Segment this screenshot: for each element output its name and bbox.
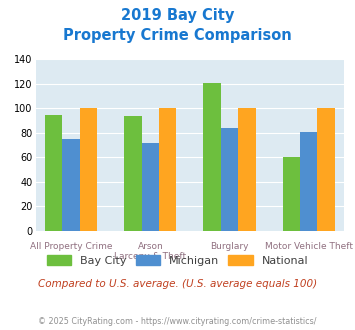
Bar bbox=[80, 109, 97, 231]
Text: Property Crime Comparison: Property Crime Comparison bbox=[63, 28, 292, 43]
Bar bbox=[238, 109, 256, 231]
Text: Larceny & Theft: Larceny & Theft bbox=[114, 252, 186, 261]
Bar bbox=[159, 109, 176, 231]
Legend: Bay City, Michigan, National: Bay City, Michigan, National bbox=[44, 251, 311, 269]
Bar bbox=[203, 83, 221, 231]
Text: © 2025 CityRating.com - https://www.cityrating.com/crime-statistics/: © 2025 CityRating.com - https://www.city… bbox=[38, 317, 317, 326]
Bar bbox=[62, 139, 80, 231]
Text: Burglary: Burglary bbox=[210, 242, 249, 251]
Bar bbox=[300, 132, 317, 231]
Text: Motor Vehicle Theft: Motor Vehicle Theft bbox=[265, 242, 353, 251]
Text: Arson: Arson bbox=[137, 242, 163, 251]
Bar bbox=[142, 143, 159, 231]
Text: Compared to U.S. average. (U.S. average equals 100): Compared to U.S. average. (U.S. average … bbox=[38, 279, 317, 289]
Text: All Property Crime: All Property Crime bbox=[30, 242, 113, 251]
Bar bbox=[317, 109, 335, 231]
Bar bbox=[45, 115, 62, 231]
Bar bbox=[124, 116, 142, 231]
Bar bbox=[283, 157, 300, 231]
Text: 2019 Bay City: 2019 Bay City bbox=[121, 8, 234, 23]
Bar bbox=[221, 128, 238, 231]
